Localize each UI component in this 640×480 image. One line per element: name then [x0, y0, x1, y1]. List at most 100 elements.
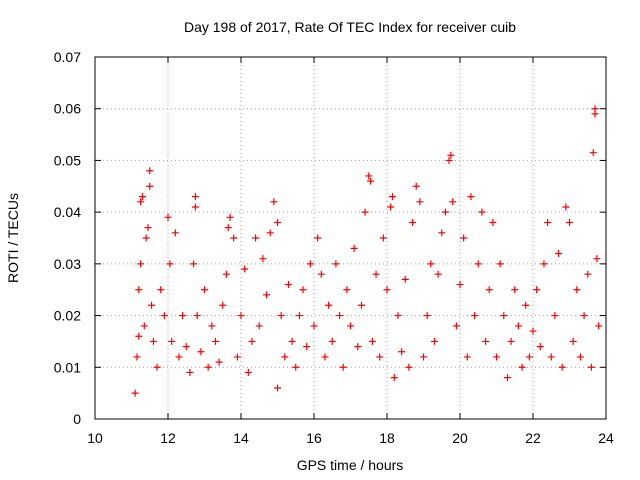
data-point: [551, 312, 559, 320]
data-point: [197, 348, 205, 356]
data-point: [131, 389, 139, 397]
data-point: [149, 337, 157, 345]
data-point: [314, 234, 322, 242]
data-point: [321, 353, 329, 361]
plot-frame: [94, 56, 607, 420]
data-point: [467, 193, 475, 201]
data-point: [361, 208, 369, 216]
data-point: [255, 322, 263, 330]
data-point: [168, 337, 176, 345]
data-point: [277, 312, 285, 320]
data-point: [237, 312, 245, 320]
chart-title: Day 198 of 2017, Rate Of TEC Index for r…: [184, 19, 516, 35]
y-tick-label: 0.01: [54, 359, 81, 375]
data-point: [367, 177, 375, 185]
data-point: [401, 275, 409, 283]
data-point: [405, 363, 413, 371]
data-point: [343, 286, 351, 294]
data-point: [160, 312, 168, 320]
data-point: [416, 198, 424, 206]
data-point: [390, 374, 398, 382]
data-point: [388, 193, 396, 201]
data-point: [529, 327, 537, 335]
data-point: [137, 198, 145, 206]
data-point: [503, 374, 511, 382]
x-tick-label: 24: [598, 430, 614, 446]
data-point: [398, 348, 406, 356]
data-point: [182, 343, 190, 351]
data-point: [518, 363, 526, 371]
data-point: [460, 234, 468, 242]
data-point: [140, 322, 148, 330]
data-point: [306, 260, 314, 268]
data-point: [525, 353, 533, 361]
data-point: [193, 312, 201, 320]
data-point: [365, 172, 373, 180]
data-point: [507, 337, 515, 345]
data-point: [485, 286, 493, 294]
data-point: [325, 301, 333, 309]
data-point: [190, 260, 198, 268]
data-point: [266, 229, 274, 237]
data-point: [589, 149, 597, 157]
data-point: [376, 353, 384, 361]
data-point: [372, 270, 380, 278]
data-point: [566, 218, 573, 226]
data-point: [511, 286, 519, 294]
data-point: [489, 218, 497, 226]
data-point: [394, 312, 402, 320]
data-point: [547, 353, 555, 361]
x-tick-label: 22: [525, 430, 541, 446]
data-point: [383, 286, 391, 294]
data-point: [336, 312, 344, 320]
data-point: [222, 270, 230, 278]
data-point: [438, 229, 446, 237]
data-point: [387, 203, 395, 211]
data-point: [536, 343, 544, 351]
data-point: [514, 322, 522, 330]
data-point: [496, 260, 504, 268]
data-point: [219, 301, 227, 309]
data-point: [544, 218, 552, 226]
data-point: [430, 337, 438, 345]
data-point: [558, 363, 566, 371]
data-point: [146, 182, 154, 190]
data-point: [493, 353, 500, 361]
y-tick-label: 0.07: [54, 49, 81, 65]
data-point: [186, 368, 194, 376]
data-point: [347, 322, 354, 330]
data-point: [175, 353, 183, 361]
data-point: [332, 260, 340, 268]
data-point: [142, 234, 150, 242]
data-point: [420, 353, 427, 361]
axis-tick-labels: 10 12 14 16 18 20 22 24 0 0.01 0.02 0.03 0.04 0.05 0.0…: [54, 49, 614, 446]
data-point: [447, 151, 455, 159]
data-point: [233, 353, 241, 361]
data-point: [328, 337, 336, 345]
data-point: [595, 322, 603, 330]
data-point: [540, 260, 548, 268]
data-point: [252, 234, 260, 242]
data-point: [354, 343, 362, 351]
data-point: [171, 229, 179, 237]
y-tick-label: 0.05: [54, 152, 81, 168]
x-tick-label: 18: [379, 430, 395, 446]
data-point: [157, 286, 165, 294]
data-point: [215, 358, 223, 366]
data-point: [471, 312, 479, 320]
data-point: [270, 198, 278, 206]
data-point: [244, 368, 252, 376]
data-point: [463, 353, 471, 361]
data-point: [379, 234, 387, 242]
data-point: [500, 312, 508, 320]
data-point: [137, 260, 145, 268]
y-tick-label: 0.02: [54, 308, 81, 324]
data-point: [580, 312, 588, 320]
data-point: [292, 363, 300, 371]
data-point: [445, 156, 453, 164]
data-point: [226, 213, 234, 221]
data-point: [441, 208, 449, 216]
data-point: [576, 353, 584, 361]
